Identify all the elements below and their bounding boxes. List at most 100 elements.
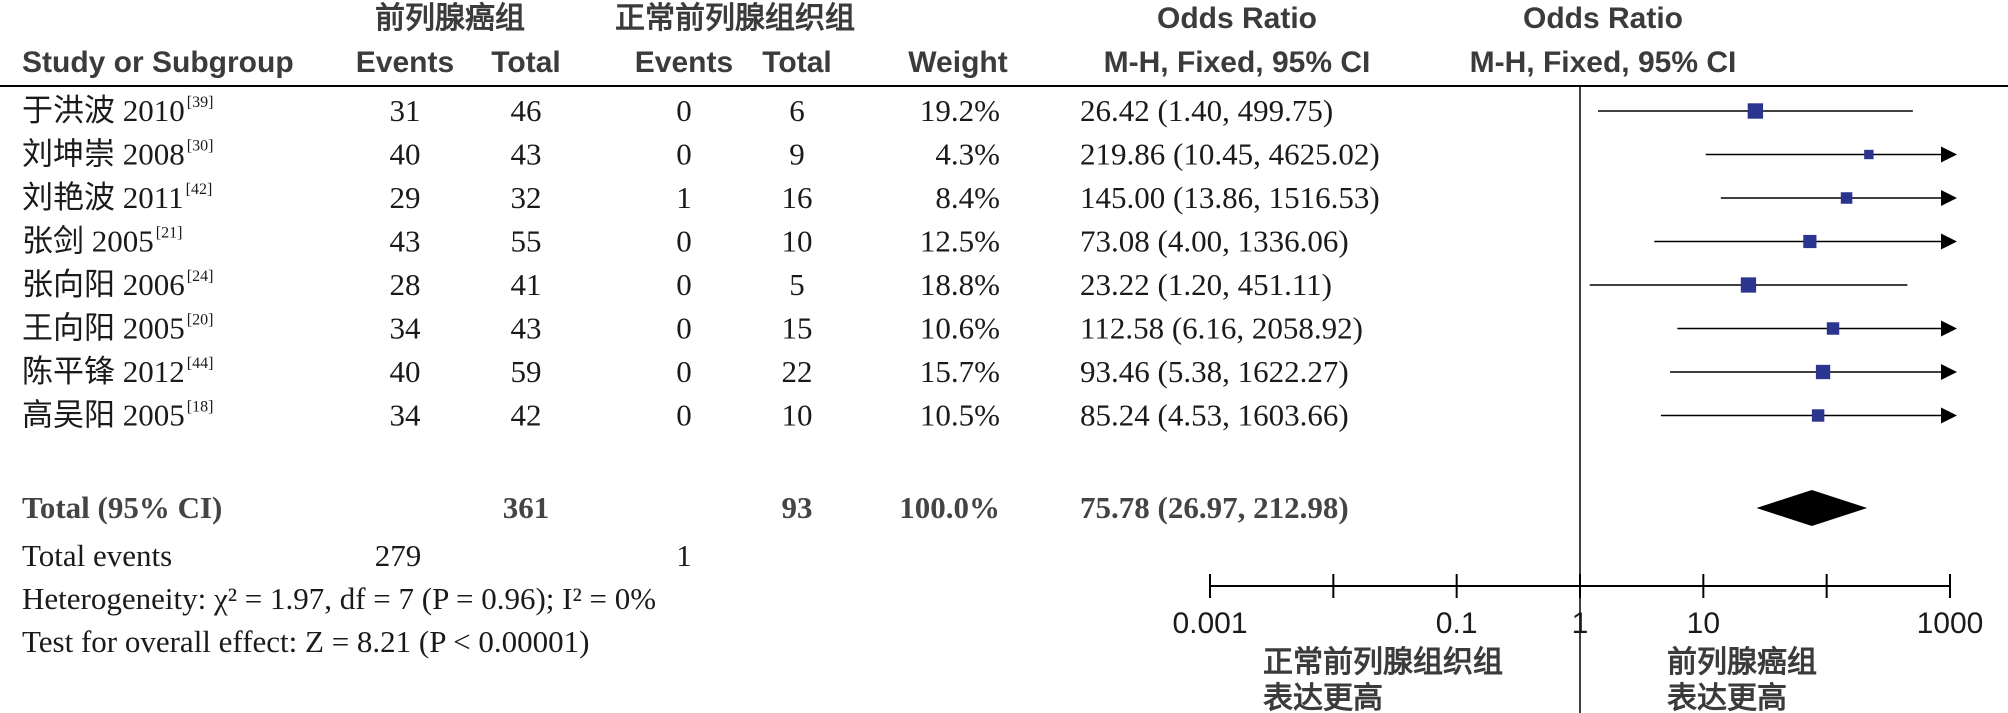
- ci-arrow: [1941, 320, 1957, 337]
- study-weight: 8.4%: [935, 180, 1000, 215]
- study-ref: [21]: [156, 225, 183, 242]
- events-group2: 0: [676, 267, 692, 302]
- total-total1: 361: [503, 490, 550, 525]
- study-header: Study or Subgroup: [22, 46, 294, 79]
- group1-header: 前列腺癌组: [375, 1, 525, 35]
- or-title-table: Odds Ratio: [1157, 2, 1317, 35]
- pooled-diamond: [1756, 490, 1868, 526]
- study-name: 于洪波 2010: [22, 93, 185, 128]
- study-ref: [20]: [187, 312, 214, 329]
- study-weight: 19.2%: [920, 93, 1000, 128]
- or-title-plot: Odds Ratio: [1523, 2, 1683, 35]
- forest-marks: [1589, 103, 1957, 424]
- events-group2: 1: [676, 180, 692, 215]
- total-ci: 75.78 (26.97, 212.98): [1080, 490, 1349, 525]
- study-or-ci: 26.42 (1.40, 499.75): [1080, 93, 1333, 128]
- events-group1: 34: [390, 398, 422, 433]
- events-group1: 40: [390, 354, 421, 389]
- point-estimate: [1811, 409, 1825, 422]
- study-name: 刘艳波 2011: [22, 180, 184, 215]
- events-group1: 34: [390, 311, 422, 346]
- x-axis: 0.001 0.1 1 10 1000: [1172, 574, 1983, 640]
- favours-left-line2: 表达更高: [1263, 682, 1383, 713]
- events-group1: 28: [390, 267, 421, 302]
- events-group2: 0: [676, 354, 692, 389]
- axis-tick-label: 0.1: [1436, 607, 1478, 640]
- study-row: 张剑 2005 [21] 43 55 0 10 12.5% 73.08 (4.00, 1336…: [22, 224, 1349, 259]
- study-ref: [39]: [187, 94, 214, 111]
- overall-effect-text: Test for overall effect: Z = 8.21 (P < 0…: [22, 624, 589, 659]
- total-group2: 6: [789, 93, 805, 128]
- study-ref: [42]: [186, 181, 213, 198]
- total-group2: 22: [782, 354, 813, 389]
- events-group1: 31: [390, 93, 421, 128]
- study-rows: 于洪波 2010 [39] 31 46 0 6 19.2% 26.42 (1.40, 499.…: [22, 93, 1380, 433]
- point-estimate: [1864, 149, 1874, 160]
- study-name: 刘坤崇 2008: [22, 137, 185, 172]
- ci-arrow: [1941, 233, 1957, 250]
- study-name: 张剑 2005: [22, 224, 154, 259]
- events-group2: 0: [676, 398, 692, 433]
- total-group1: 32: [511, 180, 542, 215]
- total-group2: 10: [782, 224, 813, 259]
- total-weight: 100.0%: [899, 490, 1000, 525]
- total-total2: 93: [782, 490, 813, 525]
- total-group1: 42: [511, 398, 542, 433]
- study-or-ci: 23.22 (1.20, 451.11): [1080, 267, 1332, 302]
- total-label: Total (95% CI): [22, 490, 222, 525]
- study-ref: [24]: [187, 268, 214, 285]
- favours-left-line1: 正常前列腺组织组: [1263, 645, 1503, 679]
- study-weight: 18.8%: [920, 267, 1000, 302]
- study-ref: [44]: [187, 355, 214, 372]
- study-or-ci: 73.08 (4.00, 1336.06): [1080, 224, 1349, 259]
- ci-arrow: [1941, 364, 1957, 380]
- total-group2: 16: [782, 180, 813, 215]
- favours-right-line1: 前列腺癌组: [1667, 645, 1817, 679]
- ci-arrow: [1941, 190, 1957, 206]
- study-or-ci: 145.00 (13.86, 1516.53): [1080, 180, 1380, 215]
- axis-tick-label: 1: [1572, 607, 1589, 640]
- study-name: 陈平锋 2012: [22, 354, 185, 389]
- point-estimate: [1826, 322, 1840, 335]
- events-group2: 0: [676, 224, 692, 259]
- study-name: 高吴阳 2005: [22, 398, 185, 433]
- weight-header: Weight: [908, 46, 1007, 79]
- point-estimate: [1815, 364, 1831, 380]
- total-group1: 59: [511, 354, 542, 389]
- study-weight: 10.5%: [920, 398, 1000, 433]
- total2-header: Total: [762, 46, 831, 79]
- total-events-group1: 279: [375, 538, 422, 573]
- study-weight: 4.3%: [935, 137, 1000, 172]
- study-or-ci: 85.24 (4.53, 1603.66): [1080, 398, 1349, 433]
- study-name: 张向阳 2006: [22, 267, 185, 302]
- events-group1: 43: [390, 224, 421, 259]
- total-group1: 43: [511, 311, 542, 346]
- point-estimate: [1747, 103, 1764, 119]
- point-estimate: [1840, 192, 1853, 204]
- ci-arrow: [1941, 146, 1957, 163]
- events1-header: Events: [356, 46, 454, 79]
- study-weight: 12.5%: [920, 224, 1000, 259]
- method-header-plot: M-H, Fixed, 95% CI: [1470, 46, 1737, 79]
- total-group1: 55: [511, 224, 542, 259]
- total-group2: 10: [782, 398, 813, 433]
- study-or-ci: 112.58 (6.16, 2058.92): [1080, 311, 1363, 346]
- study-or-ci: 219.86 (10.45, 4625.02): [1080, 137, 1380, 172]
- study-row: 张向阳 2006 [24] 28 41 0 5 18.8% 23.22 (1.20, 451.…: [22, 267, 1332, 302]
- method-header: M-H, Fixed, 95% CI: [1104, 46, 1371, 79]
- study-row: 陈平锋 2012 [44] 40 59 0 22 15.7% 93.46 (5.38, 162…: [22, 354, 1349, 389]
- total-group2: 9: [789, 137, 805, 172]
- axis-tick-label: 0.001: [1172, 607, 1247, 640]
- total-events-group2: 1: [676, 538, 692, 573]
- events-group1: 40: [390, 137, 421, 172]
- study-row: 于洪波 2010 [39] 31 46 0 6 19.2% 26.42 (1.40, 499.…: [22, 93, 1333, 128]
- events-group2: 0: [676, 137, 692, 172]
- events2-header: Events: [635, 46, 733, 79]
- events-group2: 0: [676, 311, 692, 346]
- total-group2: 15: [782, 311, 813, 346]
- point-estimate: [1740, 277, 1757, 293]
- study-weight: 15.7%: [920, 354, 1000, 389]
- axis-tick-label: 1000: [1917, 607, 1984, 640]
